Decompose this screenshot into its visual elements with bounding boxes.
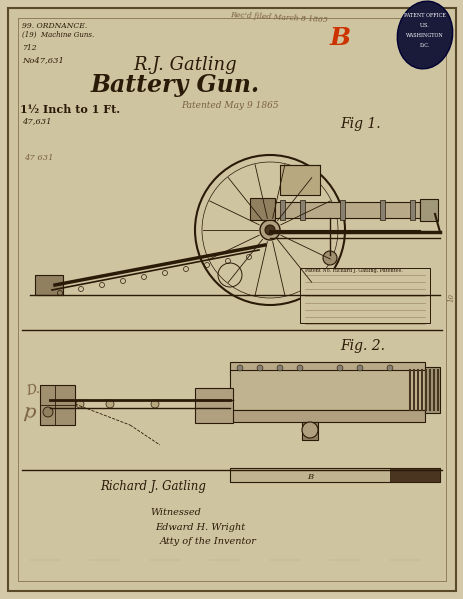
Text: 1½ Inch to 1 Ft.: 1½ Inch to 1 Ft.: [20, 104, 120, 115]
Bar: [279, 200, 284, 220]
Bar: [230, 410, 424, 422]
Text: 47 631: 47 631: [24, 154, 53, 162]
Text: WASHINGTON: WASHINGTON: [405, 32, 443, 38]
Bar: [389, 468, 439, 482]
Text: (19)  Machine Guns.: (19) Machine Guns.: [22, 31, 94, 39]
Bar: [300, 200, 304, 220]
Bar: [424, 367, 439, 413]
Circle shape: [301, 422, 317, 438]
Text: Battery Gun.: Battery Gun.: [90, 73, 259, 97]
Bar: [230, 362, 424, 376]
Bar: [419, 199, 437, 221]
Circle shape: [76, 400, 84, 408]
Text: p: p: [22, 403, 36, 422]
Circle shape: [43, 407, 53, 417]
Text: B: B: [329, 26, 350, 50]
Bar: [269, 202, 419, 218]
Circle shape: [386, 365, 392, 371]
Text: R.J. Gatling: R.J. Gatling: [133, 56, 236, 74]
Text: Fig 1.: Fig 1.: [339, 117, 380, 131]
Ellipse shape: [396, 1, 452, 69]
Text: No47,631: No47,631: [22, 56, 64, 64]
Circle shape: [264, 225, 275, 235]
Circle shape: [257, 365, 263, 371]
Bar: [300, 268, 429, 323]
Text: U.S.: U.S.: [419, 23, 429, 28]
Text: Rec'd filed March 8 1865: Rec'd filed March 8 1865: [230, 11, 327, 24]
Text: Patent No. Richard J. Gatling, Patentee.: Patent No. Richard J. Gatling, Patentee.: [304, 268, 402, 273]
Text: Fig. 2.: Fig. 2.: [339, 339, 384, 353]
Bar: [230, 468, 439, 482]
Bar: [279, 165, 319, 195]
Text: Richard J. Gatling: Richard J. Gatling: [100, 480, 206, 493]
Circle shape: [322, 251, 336, 265]
Text: D.C.: D.C.: [419, 43, 429, 47]
Bar: [194, 388, 232, 423]
Circle shape: [296, 365, 302, 371]
Bar: [35, 275, 63, 295]
Text: Patented May 9 1865: Patented May 9 1865: [181, 101, 278, 110]
Bar: [409, 200, 414, 220]
Text: D.: D.: [25, 383, 40, 398]
Text: 712: 712: [22, 44, 37, 52]
Circle shape: [237, 365, 243, 371]
Text: 47,631: 47,631: [22, 117, 51, 125]
Bar: [230, 370, 424, 410]
Circle shape: [106, 400, 114, 408]
Bar: [250, 198, 275, 220]
Text: Witnessed: Witnessed: [150, 508, 200, 517]
Circle shape: [356, 365, 362, 371]
Bar: [301, 422, 317, 440]
Circle shape: [259, 220, 279, 240]
Bar: [40, 385, 75, 425]
Circle shape: [336, 365, 342, 371]
Circle shape: [276, 365, 282, 371]
Text: B: B: [307, 473, 313, 481]
Text: Atty of the Inventor: Atty of the Inventor: [160, 537, 257, 546]
Text: PATENT OFFICE: PATENT OFFICE: [403, 13, 445, 17]
Text: Edward H. Wright: Edward H. Wright: [155, 523, 244, 532]
Text: 10: 10: [447, 293, 455, 302]
Bar: [379, 200, 384, 220]
Text: 99. ORDNANCE.: 99. ORDNANCE.: [22, 22, 87, 30]
Bar: [339, 200, 344, 220]
Circle shape: [150, 400, 159, 408]
